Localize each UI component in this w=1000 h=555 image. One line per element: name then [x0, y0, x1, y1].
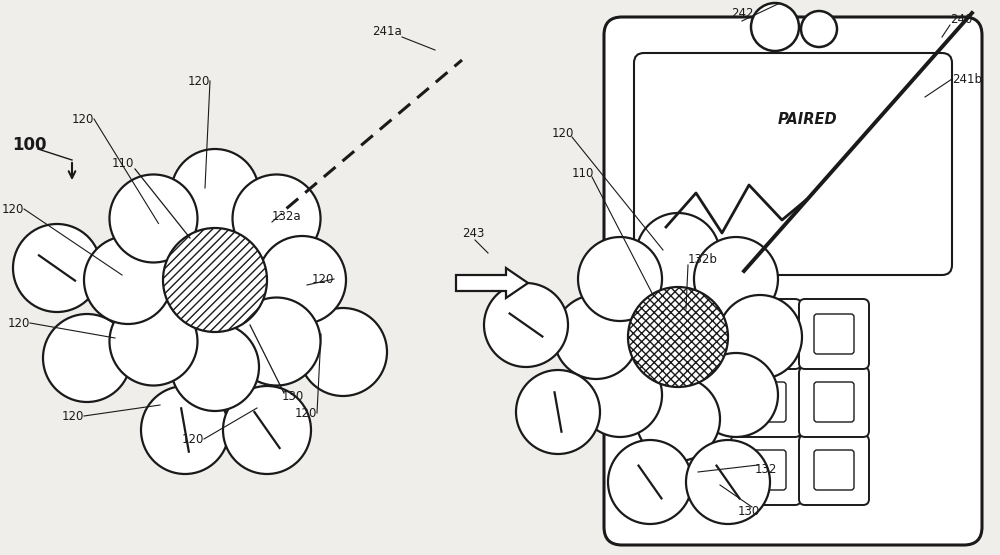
Circle shape [84, 236, 172, 324]
Circle shape [233, 297, 321, 386]
Circle shape [694, 353, 778, 437]
FancyBboxPatch shape [604, 17, 982, 545]
Circle shape [171, 149, 259, 237]
Circle shape [43, 314, 131, 402]
Circle shape [223, 386, 311, 474]
FancyBboxPatch shape [799, 435, 869, 505]
Text: 120: 120 [295, 407, 317, 420]
Text: 120: 120 [62, 410, 84, 423]
Text: 120: 120 [188, 75, 210, 88]
Circle shape [636, 377, 720, 461]
Circle shape [258, 236, 346, 324]
Text: PAIRED: PAIRED [778, 112, 838, 127]
FancyBboxPatch shape [746, 450, 786, 490]
FancyBboxPatch shape [814, 450, 854, 490]
Text: 100: 100 [12, 136, 46, 154]
Circle shape [484, 283, 568, 367]
Circle shape [686, 440, 770, 524]
FancyBboxPatch shape [799, 299, 869, 369]
FancyBboxPatch shape [731, 367, 801, 437]
Text: 130: 130 [282, 390, 304, 403]
Circle shape [608, 440, 692, 524]
Text: 110: 110 [572, 167, 594, 180]
FancyBboxPatch shape [731, 299, 801, 369]
Text: 132b: 132b [688, 253, 718, 266]
Text: 120: 120 [8, 317, 30, 330]
Text: 120: 120 [182, 433, 204, 446]
Circle shape [163, 228, 267, 332]
Circle shape [141, 386, 229, 474]
Circle shape [578, 237, 662, 321]
Circle shape [109, 297, 197, 386]
Text: 130: 130 [738, 505, 760, 518]
Circle shape [13, 224, 101, 312]
Circle shape [299, 308, 387, 396]
FancyArrow shape [456, 268, 528, 298]
Text: 120: 120 [312, 273, 334, 286]
Text: 242: 242 [731, 7, 753, 20]
Text: 120: 120 [2, 203, 24, 216]
Circle shape [694, 237, 778, 321]
FancyBboxPatch shape [746, 382, 786, 422]
Text: 132a: 132a [272, 210, 302, 223]
Circle shape [751, 3, 799, 51]
Circle shape [171, 323, 259, 411]
Text: 120: 120 [72, 113, 94, 126]
Circle shape [628, 287, 728, 387]
FancyBboxPatch shape [731, 435, 801, 505]
Text: 243: 243 [462, 227, 484, 240]
Text: 110: 110 [112, 157, 134, 170]
Text: 120: 120 [552, 127, 574, 140]
Circle shape [718, 295, 802, 379]
Circle shape [578, 353, 662, 437]
FancyBboxPatch shape [634, 53, 952, 275]
Circle shape [516, 370, 600, 454]
Circle shape [801, 11, 837, 47]
Text: 241b: 241b [952, 73, 982, 86]
FancyBboxPatch shape [746, 314, 786, 354]
Circle shape [554, 295, 638, 379]
Circle shape [109, 174, 197, 263]
FancyBboxPatch shape [814, 314, 854, 354]
FancyBboxPatch shape [799, 367, 869, 437]
Circle shape [636, 213, 720, 297]
FancyBboxPatch shape [814, 382, 854, 422]
Text: 241a: 241a [372, 25, 402, 38]
Text: 132: 132 [755, 463, 777, 476]
Circle shape [233, 174, 321, 263]
Text: 240: 240 [950, 13, 972, 26]
